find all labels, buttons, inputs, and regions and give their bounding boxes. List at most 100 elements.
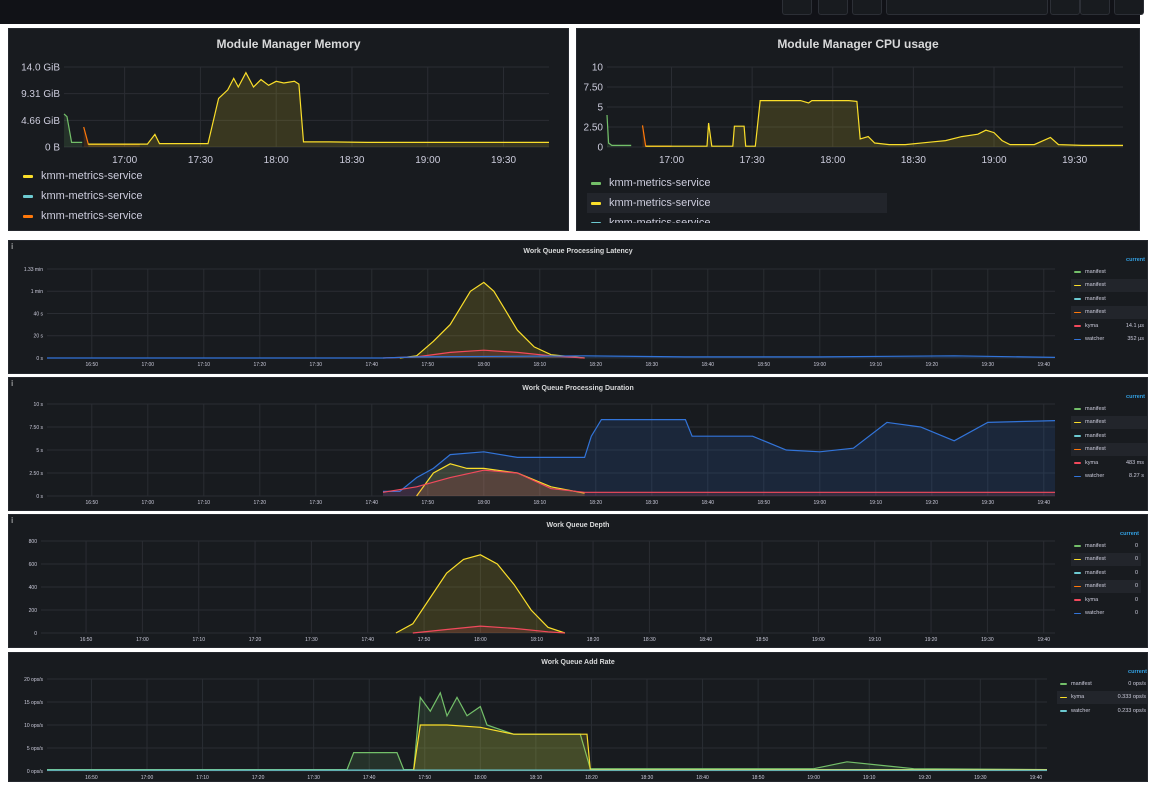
panel-add-icon[interactable]: [782, 0, 812, 15]
series-line[interactable]: [412, 625, 565, 634]
zoom-out-icon[interactable]: [1050, 0, 1080, 15]
legend-current-header[interactable]: current: [1120, 531, 1139, 537]
legend-item[interactable]: manifest 0 ops/s: [1057, 677, 1147, 691]
legend-value: 0: [1134, 596, 1138, 603]
legend-item[interactable]: kmm-metrics-service: [19, 186, 319, 206]
x-tick-label: 19:00: [807, 775, 820, 781]
panel-title[interactable]: Work Queue Processing Latency: [523, 248, 633, 255]
series-area: [83, 127, 140, 147]
legend-swatch: [1074, 284, 1081, 286]
legend-current-header[interactable]: current: [1126, 394, 1145, 400]
cpu-panel[interactable]: Module Manager CPU usage 10 7.50 5 2.50 0 17:…: [576, 28, 1140, 231]
series-line[interactable]: [416, 463, 585, 497]
legend-item[interactable]: kmm-metrics-service: [19, 166, 319, 186]
legend-current-header[interactable]: current: [1126, 257, 1145, 263]
legend-item[interactable]: kyma 14.1 µs: [1071, 319, 1147, 333]
legend-item[interactable]: kyma 0.333 ops/s: [1057, 690, 1147, 704]
legend-item[interactable]: kmm-metrics-service: [19, 206, 319, 226]
series-line[interactable]: [88, 71, 549, 145]
depth-panel[interactable]: i Work Queue Depth 800 600 400 200 0 16:50 17:…: [8, 514, 1148, 648]
x-tick-label: 19:00: [812, 637, 825, 643]
refresh-icon[interactable]: [1080, 0, 1110, 15]
x-tick-label: 18:00: [478, 362, 491, 368]
legend-swatch: [1074, 462, 1081, 464]
legend-item[interactable]: manifest 0: [1071, 579, 1141, 593]
x-tick-label: 19:20: [926, 500, 939, 506]
legend-value: 0.333 ops/s: [1117, 694, 1146, 701]
legend-item[interactable]: manifest: [1071, 429, 1147, 443]
legend-item[interactable]: manifest 0: [1071, 566, 1141, 580]
save-icon[interactable]: [818, 0, 848, 15]
legend-item[interactable]: kyma 0: [1071, 593, 1141, 607]
memory-chart[interactable]: 14.0 GiB 9.31 GiB 4.66 GiB 0 B 17:00 17:30 18:…: [9, 59, 569, 189]
y-tick-label: 14.0 GiB: [21, 63, 60, 74]
panel-title[interactable]: Module Manager CPU usage: [777, 37, 939, 51]
series-line[interactable]: [382, 469, 1055, 493]
panel-title[interactable]: Work Queue Processing Duration: [522, 385, 634, 392]
settings-icon[interactable]: [852, 0, 882, 15]
series-line[interactable]: [47, 355, 1056, 359]
latency-chart[interactable]: 1.33 min 1 min 40 s 20 s 0 s 16:50 17:00 17:10 1…: [9, 255, 1069, 374]
y-tick-label: 4.66 GiB: [21, 116, 60, 127]
legend-item[interactable]: watcher 8.27 s: [1071, 470, 1147, 484]
x-tick-label: 16:50: [85, 775, 98, 781]
legend-label: kyma: [1071, 694, 1085, 701]
cpu-chart[interactable]: 10 7.50 5 2.50 0 17:00 17:30 18:00 18:30 19:00 19:…: [577, 59, 1140, 189]
tv-mode-icon[interactable]: [1114, 0, 1144, 15]
legend-item[interactable]: kyma 483 ms: [1071, 456, 1147, 470]
legend-label: kyma: [1085, 459, 1099, 466]
x-tick-label: 19:10: [870, 500, 883, 506]
legend-item[interactable]: watcher 352 µs: [1071, 333, 1147, 347]
legend-current-header[interactable]: current: [1128, 669, 1147, 675]
x-tick-label: 18:10: [530, 775, 543, 781]
y-tick-label: 20 s: [34, 334, 44, 340]
x-tick-label: 17:30: [740, 155, 765, 166]
series-line[interactable]: [641, 125, 672, 147]
addrate-panel[interactable]: Work Queue Add Rate 20 ops/s 15 ops/s 10 o…: [8, 652, 1148, 782]
legend-item[interactable]: manifest 0: [1071, 539, 1141, 553]
duration-chart[interactable]: 10 s 7.50 s 5 s 2.50 s 0 s 16:50 17:00 17:10 17:…: [9, 392, 1069, 511]
legend-item[interactable]: manifest: [1071, 415, 1147, 429]
x-tick-label: 18:30: [901, 155, 926, 166]
legend-item[interactable]: watcher 0.233 ops/s: [1057, 704, 1147, 718]
legend-item[interactable]: kmm-metrics-service: [587, 213, 887, 223]
series-line[interactable]: [413, 724, 1047, 771]
x-tick-label: 18:10: [530, 637, 543, 643]
legend-swatch: [1074, 572, 1081, 574]
addrate-chart[interactable]: 20 ops/s 15 ops/s 10 ops/s 5 ops/s 0 ops/s 16…: [9, 667, 1054, 782]
legend-swatch: [591, 221, 601, 223]
series-line[interactable]: [645, 100, 1123, 147]
legend-item[interactable]: manifest: [1071, 442, 1147, 456]
series-line[interactable]: [83, 126, 140, 145]
time-range-picker[interactable]: [886, 0, 1048, 15]
series-line[interactable]: [383, 419, 1056, 492]
legend-item[interactable]: manifest: [1071, 278, 1147, 292]
panel-title[interactable]: Work Queue Add Rate: [541, 659, 615, 666]
series-line[interactable]: [47, 691, 1048, 771]
legend-label: manifest: [1085, 432, 1106, 439]
depth-chart[interactable]: 800 600 400 200 0 16:50 17:00 17:10 17:20 17:30 17…: [9, 529, 1069, 648]
x-tick-label: 17:40: [363, 775, 376, 781]
series-line[interactable]: [63, 113, 83, 143]
x-tick-label: 19:40: [1038, 500, 1051, 506]
panel-title[interactable]: Module Manager Memory: [216, 37, 361, 51]
legend-item[interactable]: manifest: [1071, 305, 1147, 319]
latency-panel[interactable]: i Work Queue Processing Latency 1.33 min…: [8, 240, 1148, 374]
legend-label: manifest: [1085, 583, 1106, 590]
panel-title[interactable]: Work Queue Depth: [546, 522, 610, 529]
legend-value: 0: [1134, 569, 1138, 576]
legend-item[interactable]: kmm-metrics-service: [587, 193, 887, 213]
legend-label: kmm-metrics-service: [609, 217, 711, 223]
series-line[interactable]: [606, 114, 632, 146]
x-tick-label: 18:30: [646, 500, 659, 506]
legend-item[interactable]: watcher 0: [1071, 607, 1141, 621]
series-line[interactable]: [395, 554, 566, 634]
series-line[interactable]: [399, 281, 585, 359]
legend-item[interactable]: manifest: [1071, 292, 1147, 306]
duration-panel[interactable]: i Work Queue Processing Duration 10 s 7.5…: [8, 377, 1148, 511]
legend-item[interactable]: manifest 0: [1071, 552, 1141, 566]
memory-panel[interactable]: Module Manager Memory 14.0 GiB 9.31 GiB 4.…: [8, 28, 569, 231]
legend-item[interactable]: manifest: [1071, 402, 1147, 416]
legend-item[interactable]: manifest: [1071, 265, 1147, 279]
legend-item[interactable]: kmm-metrics-service: [587, 173, 887, 193]
